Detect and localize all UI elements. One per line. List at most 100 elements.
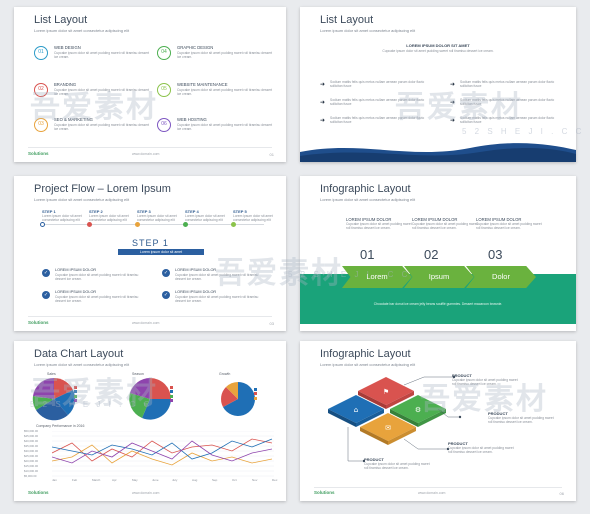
step-text: Lorem ipsum dolor sit amet consectetur a… bbox=[137, 214, 177, 223]
step-number: 01 bbox=[360, 247, 375, 262]
pie-slice bbox=[33, 377, 54, 399]
pie-title: Season bbox=[132, 372, 144, 376]
bullet-text: Sodium mattis felis quis metus nullam ae… bbox=[460, 80, 555, 89]
product-label: PRODUCT bbox=[448, 441, 468, 446]
step-text: Lorem ipsum dolor sit amet consectetur a… bbox=[89, 214, 129, 223]
section-heading: LOREM IPSUM DOLOR SIT AMET bbox=[406, 43, 470, 48]
product-label: PRODUCT bbox=[488, 411, 508, 416]
step-label: STEP 1 Lorem ipsum dolor sit amet consect… bbox=[42, 209, 82, 222]
y-tick-label: $45,000.00 bbox=[24, 434, 38, 438]
arrow-right-icon: ➜ bbox=[450, 82, 456, 88]
column-text: Cupcake ipsum dolor sit amet pudding swe… bbox=[476, 222, 542, 231]
timeline-dot[interactable] bbox=[40, 222, 45, 227]
x-tick-label: Feb bbox=[72, 478, 78, 482]
check-label: LOREM IPSUM DOLOR bbox=[175, 268, 217, 272]
arrow-right-icon: ➜ bbox=[320, 100, 326, 106]
column-heading: LOREM IPSUM DOLOR bbox=[476, 217, 522, 222]
product-text: Cupcake ipsum dolor sit amet pudding swe… bbox=[452, 378, 518, 387]
slide-title: Project Flow – Lorem Ipsum bbox=[34, 183, 171, 195]
isometric-tiles: ⚑ ⌂ ⚙ ✉ bbox=[328, 375, 462, 463]
users-icon: ⚑ bbox=[383, 388, 389, 396]
check-label: LOREM IPSUM DOLOR bbox=[55, 290, 97, 294]
bullet-item: ➜ Sodium mattis felis quis metus nullam a… bbox=[450, 79, 560, 93]
list-item: 02 BRANDING Cupcake ipsum dolor sit amet… bbox=[34, 80, 152, 108]
slide-subtitle: Lorem ipsum dolor sit amet consectetur a… bbox=[34, 28, 130, 33]
pie-slice bbox=[150, 378, 171, 399]
pie-slice bbox=[223, 382, 255, 416]
y-tick-label: $25,000.00 bbox=[24, 454, 38, 458]
divider bbox=[314, 487, 562, 488]
check-label: LOREM IPSUM DOLOR bbox=[55, 268, 97, 272]
step-name: STEP 5 bbox=[233, 209, 247, 214]
number-badge: 01 bbox=[34, 46, 48, 60]
slide-subtitle: Lorem ipsum dolor sit amet consectetur a… bbox=[320, 362, 416, 367]
column-block: LOREM IPSUM DOLOR Cupcake ipsum dolor sit… bbox=[412, 217, 478, 230]
x-tick-label: May bbox=[132, 478, 138, 482]
logo: Solutions bbox=[28, 490, 49, 495]
message-icon: ✉ bbox=[385, 424, 391, 432]
product-text: Cupcake ipsum dolor sit amet pudding swe… bbox=[364, 462, 430, 471]
x-tick-label: Apr bbox=[112, 478, 117, 482]
timeline-line bbox=[42, 224, 264, 225]
footer-url: www.domain.com bbox=[132, 321, 160, 325]
x-tick-label: Aug bbox=[192, 478, 198, 482]
bullet-text: Sodium mattis felis quis metus nullam ae… bbox=[460, 98, 555, 107]
page-number: 03 bbox=[269, 321, 274, 326]
list-item-label: SEO & MARKETING bbox=[54, 117, 93, 122]
number-badge: 06 bbox=[157, 118, 171, 132]
line-chart-title: Company Performance in 2016 bbox=[36, 424, 85, 428]
page-number: 06 bbox=[559, 491, 564, 496]
bullet-text: Sodium mattis felis quis metus nullam ae… bbox=[330, 80, 425, 89]
slide-title: List Layout bbox=[34, 14, 88, 26]
pie-charts bbox=[32, 377, 255, 421]
pie-slice bbox=[36, 399, 68, 421]
slide-infographic-2[interactable]: Infographic Layout Lorem ipsum dolor sit… bbox=[300, 341, 576, 501]
logo: Solutions bbox=[28, 320, 49, 325]
bullet-item: ➜ Sodium mattis felis quis metus nullam a… bbox=[320, 115, 430, 129]
tile-orange bbox=[360, 413, 416, 445]
timeline-dot[interactable] bbox=[183, 222, 188, 227]
list-item-text: Cupcake ipsum dolor sit amet pudding swe… bbox=[54, 88, 150, 97]
slide-project-flow[interactable]: Project Flow – Lorem Ipsum Lorem ipsum d… bbox=[14, 176, 286, 331]
product-callout: PRODUCT Cupcake ipsum dolor sit amet pudd… bbox=[448, 441, 518, 454]
bullet-text: Sodium mattis felis quis metus nullam ae… bbox=[330, 116, 425, 125]
number-badge: 03 bbox=[34, 118, 48, 132]
timeline-dot[interactable] bbox=[135, 222, 140, 227]
tile-red bbox=[358, 377, 414, 409]
step-text: Lorem ipsum dolor sit amet consectetur a… bbox=[185, 214, 225, 223]
step-label: STEP 3 Lorem ipsum dolor sit amet consect… bbox=[137, 209, 177, 222]
page-number: 01 bbox=[269, 152, 274, 157]
y-tick-label: $20,000.00 bbox=[24, 459, 38, 463]
x-tick-label: July bbox=[172, 478, 178, 482]
logo: Solutions bbox=[28, 151, 49, 156]
list-item-label: WEB HOSTING bbox=[177, 117, 207, 122]
timeline-dot[interactable] bbox=[231, 222, 236, 227]
pie-slice bbox=[142, 399, 171, 420]
footer-url: www.domain.com bbox=[132, 491, 160, 495]
timeline-dot[interactable] bbox=[87, 222, 92, 227]
slide-infographic-1[interactable]: Infographic Layout Lorem ipsum dolor sit… bbox=[300, 176, 576, 331]
wave-decoration bbox=[300, 143, 576, 162]
product-callout: PRODUCT Cupcake ipsum dolor sit amet pudd… bbox=[488, 411, 558, 424]
x-tick-label: Jan bbox=[52, 478, 57, 482]
slide-list-layout-1[interactable]: List Layout Lorem ipsum dolor sit amet c… bbox=[14, 7, 286, 162]
footer-url: www.domain.com bbox=[418, 491, 446, 495]
step-number: 02 bbox=[424, 247, 439, 262]
bullet-item: ➜ Sodium mattis felis quis metus nullam a… bbox=[320, 79, 430, 93]
chevron-step: Ipsum bbox=[404, 266, 474, 288]
line-chart bbox=[52, 431, 274, 477]
list-item: 06 WEB HOSTING Cupcake ipsum dolor sit a… bbox=[157, 115, 275, 143]
y-tick-label: $50,000.00 bbox=[24, 429, 38, 433]
pie-legend bbox=[74, 385, 79, 403]
slide-list-layout-2[interactable]: List Layout Lorem ipsum dolor sit amet c… bbox=[300, 7, 576, 162]
number-badge: 05 bbox=[157, 83, 171, 97]
gear-icon: ⚙ bbox=[415, 406, 421, 414]
arrow-right-icon: ➜ bbox=[450, 118, 456, 124]
list-item: 01 WEB DESIGN Cupcake ipsum dolor sit am… bbox=[34, 43, 152, 71]
step-banner: Lorem ipsum dolor sit amet bbox=[118, 249, 204, 255]
column-text: Cupcake ipsum dolor sit amet pudding swe… bbox=[346, 222, 412, 231]
slide-subtitle: Lorem ipsum dolor sit amet consectetur a… bbox=[320, 197, 416, 202]
slide-data-chart[interactable]: Data Chart Layout Lorem ipsum dolor sit … bbox=[14, 341, 286, 501]
product-label: PRODUCT bbox=[452, 373, 472, 378]
column-heading: LOREM IPSUM DOLOR bbox=[412, 217, 458, 222]
